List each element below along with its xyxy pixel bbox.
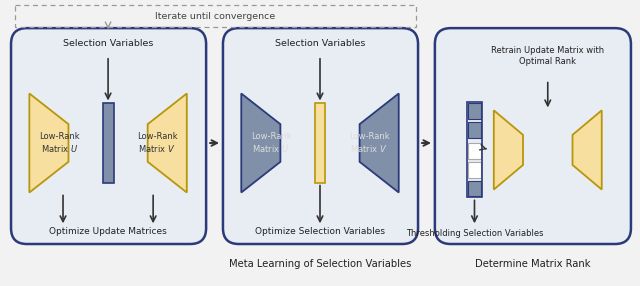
Text: Low-Rank
Matrix $U$: Low-Rank Matrix $U$ [251, 132, 291, 154]
Text: Selection Variables: Selection Variables [275, 39, 365, 48]
Polygon shape [148, 94, 187, 192]
Text: Thresholding Selection Variables: Thresholding Selection Variables [406, 229, 543, 238]
FancyBboxPatch shape [435, 28, 631, 244]
Bar [468, 122, 481, 138]
Bar [102, 103, 113, 183]
Polygon shape [494, 110, 523, 190]
Text: Low-Rank
Matrix $V$: Low-Rank Matrix $V$ [349, 132, 389, 154]
Text: Retrain Update Matrix with
Optimal Rank: Retrain Update Matrix with Optimal Rank [492, 46, 604, 66]
Text: Optimize Update Matrices: Optimize Update Matrices [49, 227, 167, 236]
Text: Low-Rank
Matrix $V$: Low-Rank Matrix $V$ [137, 132, 177, 154]
Bar [468, 143, 481, 159]
Text: Low-Rank
Matrix $U$: Low-Rank Matrix $U$ [39, 132, 79, 154]
Bar [468, 103, 481, 119]
Text: Selection Variables: Selection Variables [63, 39, 153, 48]
Bar [467, 102, 482, 197]
Bar [468, 181, 481, 196]
Polygon shape [29, 94, 68, 192]
Polygon shape [360, 94, 399, 192]
Text: Meta Learning of Selection Variables: Meta Learning of Selection Variables [229, 259, 411, 269]
Polygon shape [573, 110, 602, 190]
Polygon shape [241, 94, 280, 192]
FancyBboxPatch shape [11, 28, 206, 244]
FancyBboxPatch shape [223, 28, 418, 244]
Bar [15, 5, 416, 27]
Text: Iterate until convergence: Iterate until convergence [156, 12, 276, 21]
Bar [314, 103, 326, 183]
Text: Determine Matrix Rank: Determine Matrix Rank [475, 259, 591, 269]
Text: Optimize Selection Variables: Optimize Selection Variables [255, 227, 385, 236]
Bar [468, 162, 481, 178]
